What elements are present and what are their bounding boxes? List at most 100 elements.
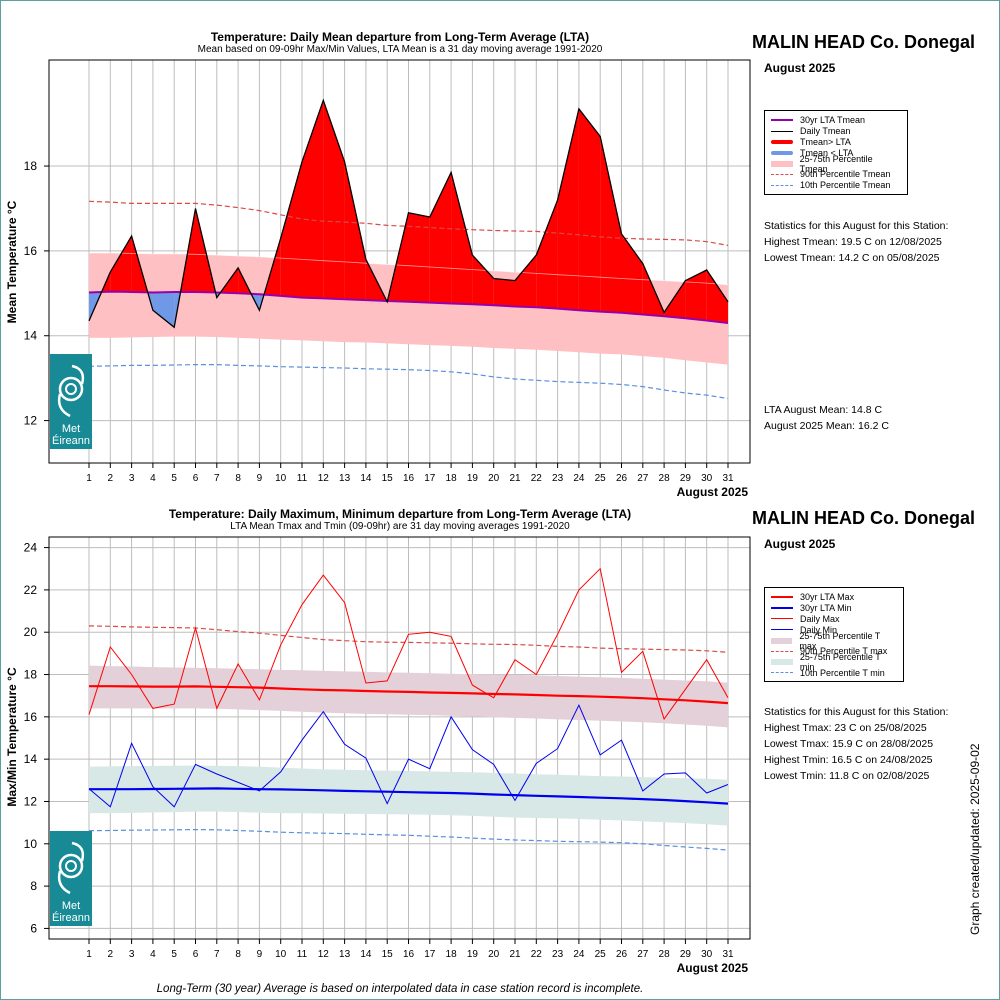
mean-90th-percentile-line — [88, 200, 729, 246]
mean-xtick-label: 19 — [467, 473, 479, 484]
legend-item-lta-tmean: 30yr LTA Tmean — [771, 115, 901, 126]
maxmin-stats-heading: Statistics for this August for this Stat… — [764, 706, 949, 718]
maxmin-xtick-label: 10 — [275, 949, 287, 960]
maxmin-xtick-label: 5 — [171, 949, 177, 960]
maxmin-xtick-label: 14 — [360, 949, 372, 960]
legend-item-max-band: 25-75th Percentile T max — [771, 631, 897, 651]
logo-text-met: Met — [62, 900, 80, 912]
mean-xtick-label: 20 — [488, 473, 500, 484]
month-label-top: August 2025 — [764, 61, 836, 75]
maxmin-xtick-label: 29 — [680, 949, 692, 960]
legend-item-percentile-band: 25-75th Percentile Tmean — [771, 154, 901, 174]
mean-anomaly-fill — [536, 199, 558, 309]
legend-item-daily-max: Daily Max — [771, 614, 897, 625]
station-name-bottom: MALIN HEAD Co. Donegal — [752, 508, 975, 528]
mean-xtick-label: 23 — [552, 473, 564, 484]
maxmin-ytick-label: 14 — [24, 752, 38, 766]
maxmin-ytick-label: 12 — [24, 794, 38, 808]
maxmin-plot-frame — [48, 536, 751, 940]
mean-panel-title: Temperature: Daily Mean departure from L… — [210, 30, 590, 44]
maxmin-ytick-label: 16 — [24, 710, 38, 724]
mean-xtick-label: 7 — [214, 473, 220, 484]
mean-xtick-label: 31 — [722, 473, 734, 484]
maxmin-xtick-label: 1 — [86, 949, 92, 960]
legend-item-10th: 10th Percentile Tmean — [771, 180, 901, 191]
met-eireann-logo-bottom: Met Éireann — [50, 831, 92, 926]
maxmin-xtick-label: 28 — [659, 949, 671, 960]
maxmin-xtick-label: 11 — [297, 949, 308, 960]
maxmin-xtick-label: 26 — [616, 949, 628, 960]
maxmin-stat-highest-tmax: Highest Tmax: 23 C on 25/08/2025 — [764, 722, 927, 734]
mean-anomaly-fill — [557, 108, 579, 311]
legend-item-min-band: 25-75th Percentile T min — [771, 652, 897, 672]
mean-anomaly-fill — [408, 212, 430, 303]
mean-x-axis-label: August 2025 — [676, 485, 748, 499]
mean-xtick-label: 28 — [659, 473, 671, 484]
mean-anomaly-fill — [472, 255, 494, 306]
mean-stats-heading: Statistics for this August for this Stat… — [764, 220, 949, 232]
mean-stat-highest: Highest Tmean: 19.5 C on 12/08/2025 — [764, 236, 942, 248]
mean-xtick-label: 11 — [297, 473, 308, 484]
mean-anomaly-fill — [280, 161, 302, 298]
mean-xtick-label: 8 — [235, 473, 241, 484]
maxmin-legend: 30yr LTA Max 30yr LTA Min Daily Max Dail… — [764, 587, 904, 683]
mean-anomaly-fill — [493, 278, 515, 307]
maxmin-xtick-label: 24 — [573, 949, 585, 960]
mean-xtick-label: 12 — [318, 473, 330, 484]
logo-text-eireann: Éireann — [52, 911, 90, 924]
mean-lta-line — [88, 290, 729, 324]
maxmin-xtick-label: 13 — [339, 949, 351, 960]
maxmin-xtick-label: 9 — [257, 949, 263, 960]
mean-xtick-label: 26 — [616, 473, 628, 484]
maxmin-xtick-label: 25 — [595, 949, 607, 960]
maxmin-xtick-label: 31 — [722, 949, 734, 960]
maxmin-10th-percentile-line — [88, 828, 729, 851]
maxmin-xtick-label: 6 — [193, 949, 199, 960]
maxmin-x-axis-label: August 2025 — [676, 961, 748, 975]
mean-xtick-label: 4 — [150, 473, 156, 484]
maxmin-xtick-label: 3 — [129, 949, 135, 960]
legend-item-tmean-above: Tmean> LTA — [771, 137, 901, 148]
mean-ytick-label: 16 — [24, 244, 38, 258]
maxmin-xtick-label: 21 — [509, 949, 521, 960]
maxmin-ytick-label: 18 — [24, 668, 38, 682]
mean-stat-lowest: Lowest Tmean: 14.2 C on 05/08/2025 — [764, 252, 940, 264]
maxmin-xtick-label: 12 — [318, 949, 330, 960]
maxmin-xtick-label: 7 — [214, 949, 220, 960]
graph-updated-date: Graph created/updated: 2025-09-02 — [968, 743, 982, 935]
mean-anomaly-fill — [578, 108, 601, 312]
maxmin-panel-title: Temperature: Daily Maximum, Minimum depa… — [168, 507, 632, 521]
maxmin-xtick-label: 30 — [701, 949, 713, 960]
mean-xtick-label: 1 — [86, 473, 92, 484]
mean-xtick-label: 10 — [275, 473, 287, 484]
lta-month-mean: LTA August Mean: 14.8 C — [764, 404, 883, 416]
legend-item-daily-min: Daily Min — [771, 624, 897, 635]
mean-xtick-label: 17 — [424, 473, 436, 484]
maxmin-stat-highest-tmin: Highest Tmin: 16.5 C on 24/08/2025 — [764, 754, 933, 766]
mean-xtick-label: 2 — [108, 473, 114, 484]
maxmin-ytick-label: 22 — [24, 583, 38, 597]
month-mean: August 2025 Mean: 16.2 C — [764, 420, 889, 432]
mean-anomaly-fill — [621, 233, 643, 315]
month-label-bottom: August 2025 — [764, 537, 836, 551]
mean-xtick-label: 6 — [193, 473, 199, 484]
maxmin-ytick-label: 24 — [24, 541, 38, 555]
legend-item-10th-min: 10th Percentile T min — [771, 668, 897, 679]
mean-xtick-label: 3 — [129, 473, 135, 484]
maxmin-ytick-label: 6 — [30, 921, 37, 935]
mean-10th-percentile-line — [88, 364, 729, 400]
maxmin-stat-lowest-tmax: Lowest Tmax: 15.9 C on 28/08/2025 — [764, 738, 934, 750]
mean-anomaly-fill — [344, 161, 366, 301]
mean-ytick-label: 18 — [24, 159, 38, 173]
mean-xtick-label: 29 — [680, 473, 692, 484]
mean-band-upper-edge — [89, 252, 729, 286]
maxmin-lta-min-line — [89, 787, 729, 805]
maxmin-xtick-label: 4 — [150, 949, 156, 960]
mean-anomaly-fill — [323, 100, 345, 300]
mean-xtick-label: 15 — [382, 473, 394, 484]
mean-daily-line — [88, 98, 729, 329]
maxmin-panel-subtitle: LTA Mean Tmax and Tmin (09-09hr) are 31 … — [230, 521, 570, 532]
maxmin-daily-max-line — [88, 567, 729, 721]
